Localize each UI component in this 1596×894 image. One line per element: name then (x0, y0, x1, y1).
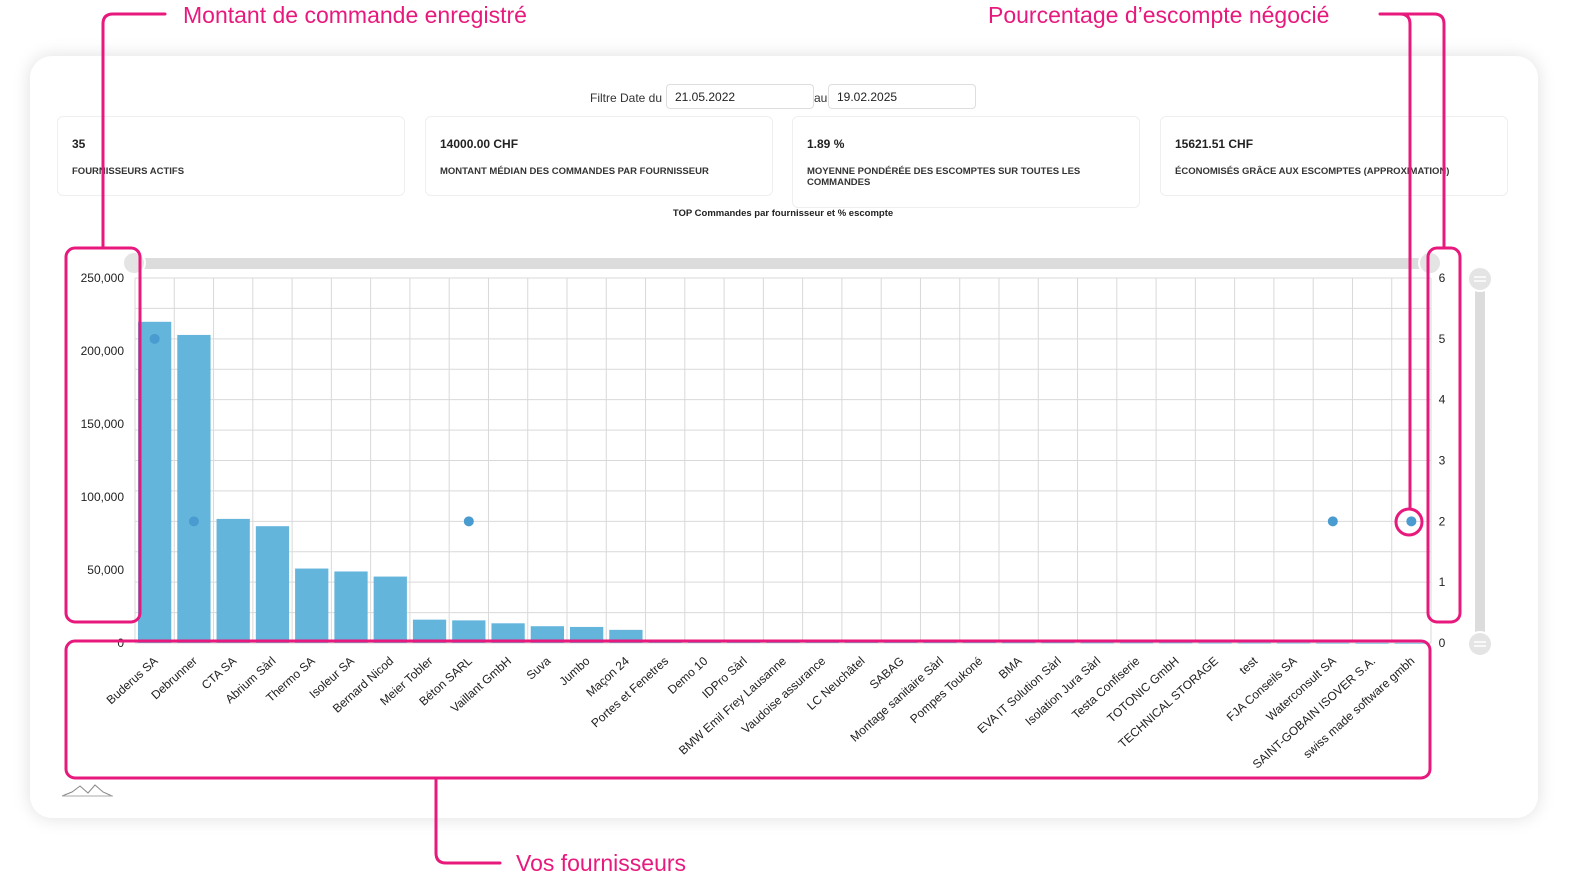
annotation-point-highlight (1394, 507, 1424, 537)
annotation-amount: Montant de commande enregistré (183, 2, 527, 28)
sparkline-icon (61, 784, 113, 797)
grid (134, 277, 1432, 644)
bar (216, 518, 250, 643)
y-right-tick-label: 6 (1439, 271, 1446, 285)
annotation-connector-suppliers (434, 776, 502, 865)
bar (1237, 642, 1271, 644)
annotation-connector-discount-point (1398, 12, 1412, 510)
x-tick-label: Waterconsult SA (1263, 654, 1338, 724)
data-point (463, 516, 474, 527)
kpi-label: FOURNISSEURS ACTIFS (72, 166, 185, 177)
date-from-input[interactable]: 21.05.2022 (666, 84, 814, 109)
bar (1198, 642, 1232, 644)
data-point (1327, 516, 1338, 527)
y-left-tick-label: 200,000 (81, 344, 125, 358)
bar (1080, 642, 1114, 644)
bar (412, 619, 447, 643)
bar (138, 321, 172, 643)
bar (491, 623, 525, 643)
bar (1394, 642, 1428, 644)
kpi-weighted-discount: 1.89 % MOYENNE PONDÉRÉE DES ESCOMPTES SU… (792, 116, 1140, 208)
annotation-connector-amount (101, 12, 167, 250)
x-tick-label: Pompes Toukoné (907, 654, 985, 727)
vertical-slider-handle-bottom (1467, 631, 1493, 657)
y-right-tick-label: 1 (1439, 575, 1446, 589)
kpi-label: MONTANT MÉDIAN DES COMMANDES PAR FOURNIS… (440, 166, 709, 177)
x-tick-label: Suva (524, 654, 554, 683)
y-right-tick-label: 0 (1439, 636, 1446, 650)
vertical-slider-track (1475, 280, 1485, 642)
bars (138, 321, 1428, 644)
bar (1316, 642, 1350, 644)
data-point (188, 516, 199, 527)
data-point (149, 333, 160, 344)
x-tick-label: Buderus SA (104, 654, 161, 707)
annotation-discount: Pourcentage d’escompte négocié (988, 2, 1330, 28)
annotation-frames (64, 12, 1462, 865)
x-tick-label: Testa Confiserie (1069, 654, 1143, 722)
x-tick-label: test (1237, 653, 1261, 677)
kpi-value: 15621.51 CHF (1175, 137, 1254, 151)
kpi-value: 35 (72, 137, 86, 151)
bar (295, 568, 329, 643)
filter-label-from: Filtre Date du (590, 91, 663, 105)
kpi-label: ÉCONOMISÉS GRÂCE AUX ESCOMPTES (APPROXIM… (1175, 166, 1450, 177)
zoom-slider-handle-left (122, 251, 146, 275)
kpi-median-amount: 14000.00 CHF MONTANT MÉDIAN DES COMMANDE… (425, 116, 773, 196)
zoom-slider-track (133, 258, 1431, 269)
chart-title: TOP Commandes par fournisseur et % escom… (672, 208, 894, 219)
bar (1041, 642, 1075, 644)
filter-label-to: au (814, 91, 828, 105)
bar (1002, 642, 1036, 644)
data-point (1406, 516, 1417, 527)
y-right-tick-label: 4 (1439, 393, 1446, 407)
chart-controls (61, 251, 1493, 797)
bar (530, 626, 564, 643)
y-right-tick-label: 2 (1439, 514, 1446, 528)
annotation-frame-right-axis (1426, 246, 1462, 624)
bar (255, 526, 290, 643)
y-left-tick-label: 50,000 (87, 563, 124, 577)
zoom-slider-handle-right (1418, 251, 1442, 275)
bar (923, 642, 957, 644)
y-right-tick-label: 5 (1439, 332, 1446, 346)
bar (373, 576, 407, 643)
y-left-tick-label: 100,000 (81, 490, 125, 504)
x-tick-label: FJA Conseils SA (1224, 654, 1300, 724)
bar (1355, 642, 1389, 644)
x-tick-label: Jumbo (556, 654, 592, 689)
vertical-slider-handle-top (1467, 266, 1493, 292)
kpi-value: 14000.00 CHF (440, 137, 519, 151)
x-tick-label: BMA (996, 654, 1025, 682)
y-left-tick-label: 250,000 (81, 271, 125, 285)
bar (1276, 642, 1311, 644)
bar (962, 642, 996, 644)
y-right-tick-label: 3 (1439, 454, 1446, 468)
date-to-input[interactable]: 19.02.2025 (828, 84, 976, 109)
annotation-frame-categories (64, 639, 1432, 780)
kpi-label: MOYENNE PONDÉRÉE DES ESCOMPTES SUR TOUTE… (807, 166, 1081, 188)
kpi-active-suppliers: 35 FOURNISSEURS ACTIFS (57, 116, 405, 196)
kpi-savings: 15621.51 CHF ÉCONOMISÉS GRÂCE AUX ESCOMP… (1160, 116, 1508, 196)
kpi-value: 1.89 % (807, 137, 845, 151)
y-left-tick-label: 0 (117, 636, 124, 650)
bar (334, 571, 368, 643)
bar (177, 334, 211, 643)
bar (452, 620, 486, 643)
bar (1119, 642, 1154, 644)
y-left-tick-label: 150,000 (81, 417, 125, 431)
bar (884, 642, 918, 643)
discount-points (149, 333, 1417, 527)
annotation-connector-discount-axis (1378, 12, 1446, 250)
bar (570, 626, 604, 643)
annotation-suppliers: Vos fournisseurs (516, 850, 687, 876)
bar (1159, 642, 1193, 644)
